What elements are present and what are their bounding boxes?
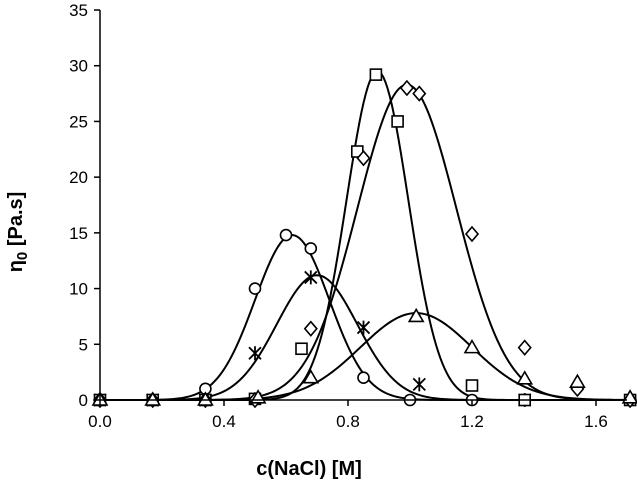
- y-tick-label: 0: [79, 391, 88, 410]
- data-point-triangle: [407, 307, 425, 323]
- data-point-circle: [304, 242, 318, 255]
- y-axis-title: η: [5, 260, 27, 272]
- data-point-square: [295, 342, 308, 356]
- data-point-circle: [248, 282, 262, 295]
- plot-area: [91, 68, 637, 409]
- fit-curve-diamond: [100, 83, 627, 401]
- y-tick-label: 5: [79, 335, 88, 354]
- x-tick-label: 0.8: [336, 412, 360, 431]
- data-point-triangle: [569, 373, 586, 388]
- y-axis: 0 5 10 15 20 25 30 35: [69, 1, 101, 410]
- y-tick-label: 15: [69, 224, 88, 243]
- y-axis-title-subscript: 0: [14, 252, 31, 260]
- data-point-square: [391, 115, 404, 128]
- data-point-diamond: [303, 320, 318, 337]
- data-point-square: [465, 379, 479, 392]
- data-point-circle: [279, 228, 293, 242]
- data-point-diamond: [399, 79, 414, 97]
- svg-text:η0 [Pa.s]: η0 [Pa.s]: [5, 192, 31, 273]
- y-tick-label: 10: [69, 280, 88, 299]
- data-point-triangle: [302, 369, 320, 384]
- fit-curve-square: [100, 70, 627, 401]
- data-point-asterisk: [356, 320, 371, 335]
- data-point-triangle: [516, 370, 534, 385]
- y-tick-label: 35: [69, 1, 88, 20]
- y-tick-label: 20: [69, 168, 88, 187]
- x-axis-title: c(NaCl) [M]: [256, 458, 362, 480]
- data-point-diamond: [412, 85, 427, 102]
- data-point-asterisk: [412, 377, 426, 392]
- data-point-asterisk: [248, 346, 262, 361]
- data-point-triangle: [144, 391, 162, 406]
- data-point-triangle: [463, 339, 481, 354]
- y-axis-title-unit: [Pa.s]: [5, 192, 27, 252]
- data-point-diamond: [356, 149, 371, 167]
- x-tick-label: 0.0: [88, 412, 112, 431]
- data-point-diamond: [464, 225, 480, 243]
- data-point-circle: [357, 371, 370, 385]
- data-point-asterisk: [304, 270, 318, 285]
- x-axis: 0.0 0.4 0.8 1.2 1.6: [88, 399, 627, 431]
- data-point-diamond: [517, 339, 532, 356]
- data-point-triangle: [197, 391, 214, 406]
- data-point-square: [369, 68, 383, 81]
- x-tick-label: 1.6: [584, 412, 608, 431]
- x-tick-label: 1.2: [460, 412, 484, 431]
- y-tick-label: 25: [69, 112, 88, 131]
- y-axis-title-group: η0 [Pa.s]: [5, 192, 31, 273]
- x-tick-label: 0.4: [212, 412, 236, 431]
- y-tick-label: 30: [69, 57, 88, 76]
